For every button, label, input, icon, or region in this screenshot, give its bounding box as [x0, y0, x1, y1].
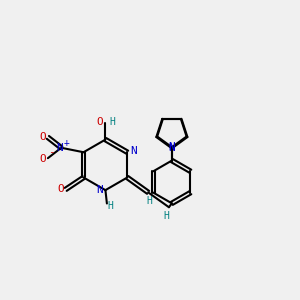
Text: N: N: [56, 143, 63, 153]
Text: N: N: [169, 142, 175, 152]
Text: -: -: [48, 147, 55, 157]
Text: N: N: [97, 185, 104, 195]
Text: O: O: [39, 132, 46, 142]
Text: N: N: [130, 146, 137, 156]
Text: O: O: [57, 184, 64, 194]
Text: O: O: [39, 154, 46, 164]
Text: N: N: [169, 143, 175, 153]
Text: +: +: [64, 138, 70, 148]
Text: O: O: [97, 117, 104, 127]
Text: H: H: [107, 202, 113, 212]
Text: H: H: [164, 211, 169, 220]
Text: H: H: [109, 117, 115, 127]
Text: H: H: [147, 196, 152, 206]
